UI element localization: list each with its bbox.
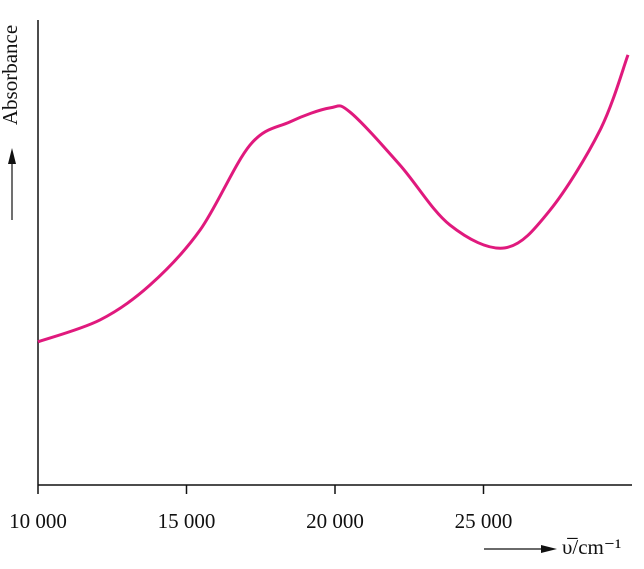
x-tick-label: 25 000 [455,509,513,533]
y-axis-label: Absorbance [0,25,22,125]
spectrum-line [37,54,630,344]
x-tick-label: 10 000 [9,509,67,533]
y-arrowhead [8,148,16,164]
x-tick-label: 15 000 [158,509,216,533]
x-arrowhead [541,545,557,553]
x-axis-label: υ̅/cm⁻¹ [562,535,621,559]
x-tick-label: 20 000 [306,509,364,533]
